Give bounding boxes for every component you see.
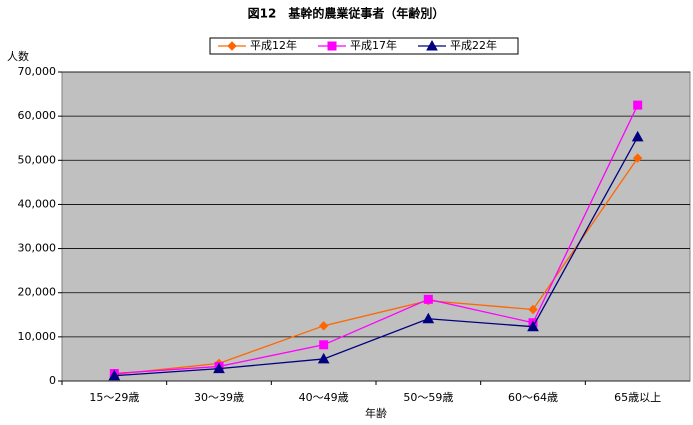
y-tick-label: 30,000 [18, 242, 57, 255]
marker [632, 153, 643, 163]
y-tick-label: 20,000 [18, 286, 57, 299]
marker [423, 294, 433, 304]
marker [528, 304, 538, 315]
y-tick-label: 70,000 [18, 65, 57, 78]
marker [227, 41, 237, 51]
x-tick-label: 65歳以上 [614, 391, 661, 404]
marker [317, 352, 330, 364]
legend-label: 平成22年 [450, 38, 497, 52]
y-tick-label: 40,000 [18, 197, 57, 210]
marker [426, 39, 438, 51]
y-tick-label: 0 [49, 374, 56, 387]
legend-label: 平成12年 [250, 38, 297, 52]
x-tick-label: 40～49歳 [299, 391, 349, 404]
y-tick-label: 10,000 [18, 330, 57, 343]
marker [633, 100, 643, 110]
marker [527, 320, 539, 332]
marker [422, 312, 435, 324]
series-line [114, 157, 639, 376]
marker [327, 41, 337, 51]
y-tick-label: 60,000 [18, 109, 57, 122]
chart-title: 図12 基幹的農業従事者（年齢別） [248, 6, 445, 21]
x-axis-label: 年齢 [365, 406, 387, 420]
legend-label: 平成17年 [350, 38, 397, 52]
marker [318, 321, 329, 331]
marker [631, 130, 644, 142]
marker [108, 369, 121, 381]
series-line [114, 104, 639, 375]
y-tick-label: 50,000 [18, 153, 57, 166]
plot-area [61, 71, 691, 382]
x-tick-label: 50～59歳 [403, 391, 453, 404]
x-tick-label: 15～29歳 [89, 391, 139, 404]
series-line [114, 136, 639, 377]
x-tick-label: 30～39歳 [194, 391, 244, 404]
marker [213, 362, 225, 374]
marker [319, 340, 329, 350]
y-axis-label: 人数 [7, 50, 29, 63]
legend [209, 37, 519, 55]
x-tick-label: 60～64歳 [508, 391, 558, 404]
